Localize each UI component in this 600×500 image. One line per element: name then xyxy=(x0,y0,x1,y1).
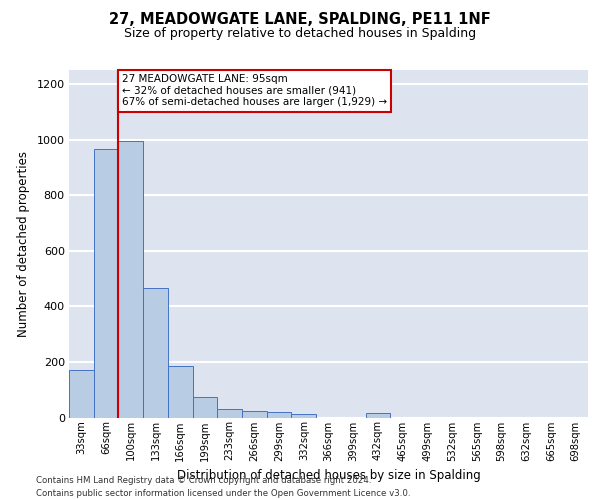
Bar xyxy=(118,141,143,417)
Bar xyxy=(365,414,390,418)
Bar xyxy=(217,409,242,418)
Bar xyxy=(94,149,118,417)
Bar xyxy=(267,412,292,418)
Y-axis label: Number of detached properties: Number of detached properties xyxy=(17,151,30,337)
Bar xyxy=(69,370,94,418)
Text: Contains HM Land Registry data © Crown copyright and database right 2024.: Contains HM Land Registry data © Crown c… xyxy=(36,476,371,485)
Text: 27, MEADOWGATE LANE, SPALDING, PE11 1NF: 27, MEADOWGATE LANE, SPALDING, PE11 1NF xyxy=(109,12,491,28)
X-axis label: Distribution of detached houses by size in Spalding: Distribution of detached houses by size … xyxy=(176,469,481,482)
Bar xyxy=(193,396,217,417)
Bar xyxy=(242,412,267,418)
Text: 27 MEADOWGATE LANE: 95sqm
← 32% of detached houses are smaller (941)
67% of semi: 27 MEADOWGATE LANE: 95sqm ← 32% of detac… xyxy=(122,74,387,108)
Bar xyxy=(168,366,193,418)
Bar xyxy=(292,414,316,418)
Bar xyxy=(143,288,168,418)
Text: Contains public sector information licensed under the Open Government Licence v3: Contains public sector information licen… xyxy=(36,489,410,498)
Text: Size of property relative to detached houses in Spalding: Size of property relative to detached ho… xyxy=(124,28,476,40)
